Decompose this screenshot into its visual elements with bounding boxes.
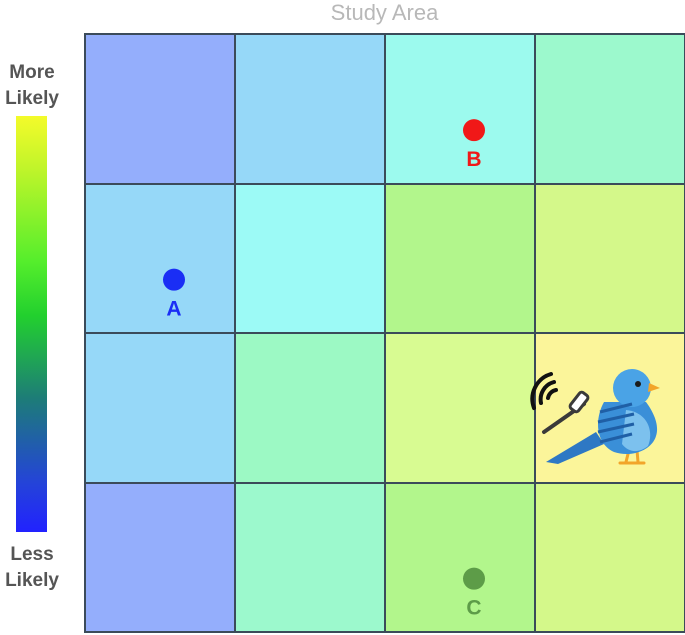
grid-cell-r1-c3 (534, 182, 685, 334)
grid-cell-r3-c3 (534, 481, 685, 633)
location-marker-b (463, 119, 485, 142)
legend-top-line2: Likely (5, 88, 59, 109)
grid-cell-r2-c1 (234, 332, 386, 484)
tagged-bird-icon (530, 369, 660, 465)
grid-overlay: A B C (163, 119, 660, 620)
legend-bottom-line1: Less (10, 544, 54, 565)
location-point-b: B (463, 119, 485, 171)
likelihood-colorbar (16, 116, 47, 532)
legend-top-line1: More (9, 62, 55, 83)
legend-top-label: More Likely (0, 60, 64, 112)
location-point-a: A (163, 268, 185, 321)
grid-cell-r3-c0 (84, 481, 236, 633)
grid-cell-r1-c0 (84, 182, 236, 334)
grid-cell-r0-c3 (534, 33, 685, 185)
location-marker-c (463, 567, 485, 590)
location-label-a: A (166, 298, 181, 321)
legend-bottom-line2: Likely (5, 570, 59, 591)
study-area-grid: A B C (84, 33, 685, 633)
grid-cell-r0-c1 (234, 33, 386, 185)
location-label-c: C (466, 597, 481, 620)
location-marker-a (163, 268, 185, 291)
grid-cell-r1-c2 (384, 182, 536, 334)
grid-cell-r0-c0 (84, 33, 236, 185)
signal-waves-icon (530, 372, 558, 410)
legend-bottom-label: Less Likely (0, 542, 64, 594)
grid-cell-r3-c1 (234, 481, 386, 633)
grid-cell-r2-c0 (84, 332, 236, 484)
location-label-b: B (466, 148, 481, 171)
location-point-c: C (463, 567, 485, 620)
grid-cell-r1-c1 (234, 182, 386, 334)
study-area-title: Study Area (330, 0, 439, 25)
